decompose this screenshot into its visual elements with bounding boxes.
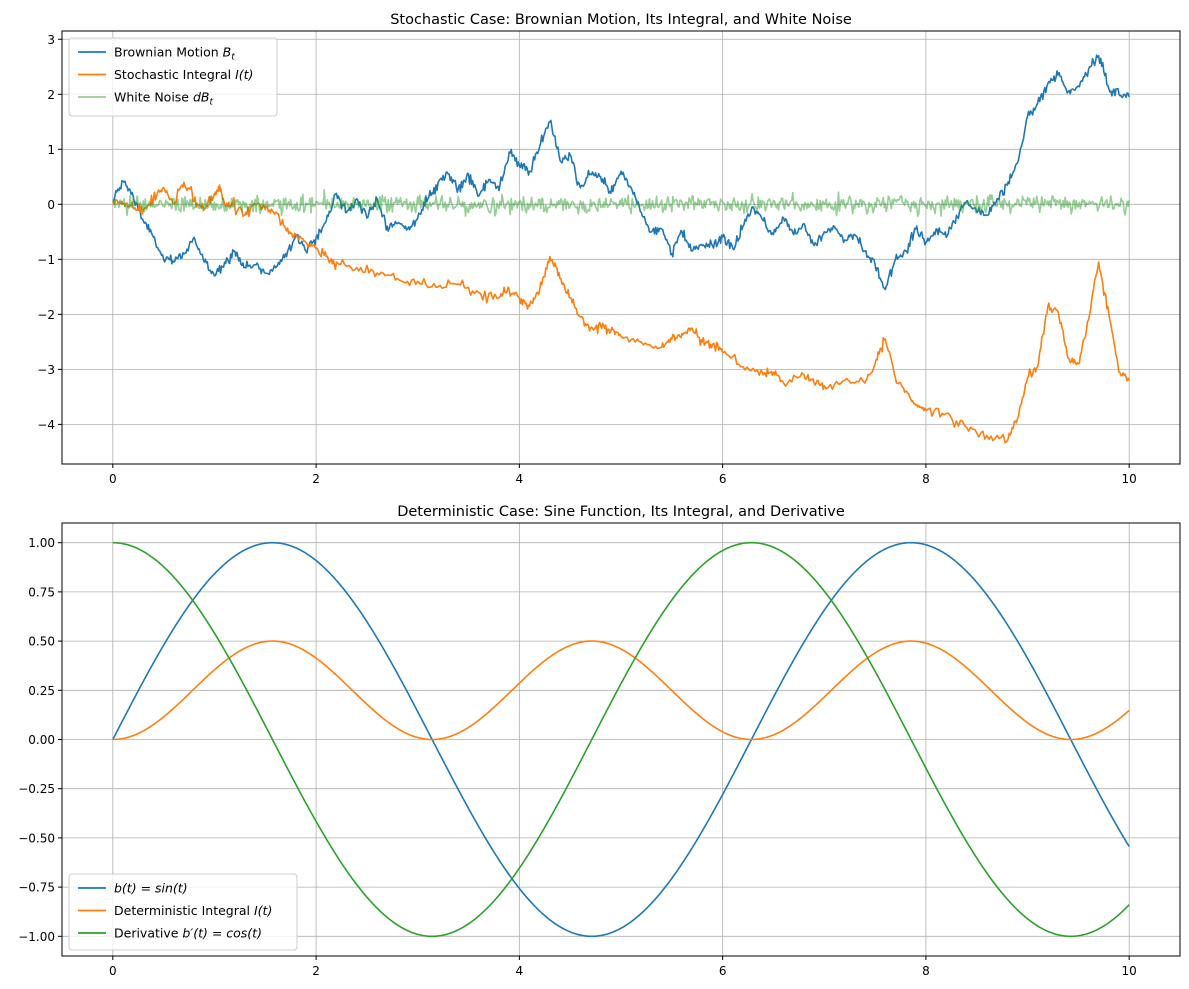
x-tick-label: 4 — [516, 964, 524, 978]
legend-box — [68, 37, 278, 117]
legend-label: Derivative b′(t) = cos(t) — [114, 926, 262, 941]
legend: b(t) = sin(t) Deterministic Integral I(t)… — [68, 873, 298, 951]
y-tick-label: 1.00 — [28, 536, 55, 550]
y-tick-label: 2 — [47, 88, 55, 102]
x-tick-label: 8 — [922, 964, 930, 978]
chart-title: Deterministic Case: Sine Function, Its I… — [397, 504, 845, 520]
legend-label: White Noise dBt — [114, 90, 213, 108]
legend-label: Stochastic Integral I(t) — [114, 67, 253, 82]
y-tick-label: 0.25 — [28, 684, 55, 698]
series-line-3 — [112, 189, 1130, 218]
x-tick-label: 2 — [312, 964, 320, 978]
y-tick-label: −1 — [37, 253, 55, 267]
x-tick-label: 4 — [516, 472, 524, 486]
y-tick-label: −0.25 — [18, 782, 55, 796]
y-tick-label: −3 — [37, 363, 55, 377]
x-tick-label: 2 — [312, 472, 320, 486]
legend-label: Brownian Motion Bt — [114, 45, 235, 63]
y-tick-label: −4 — [37, 418, 55, 432]
x-tick-label: 8 — [922, 472, 930, 486]
stochastic-panel: 0 2 4 6 8 10 −4 −3 −2 −1 0 1 2 3 Stochastic Case: Brow… — [37, 12, 1181, 486]
y-tick-label: 1 — [47, 143, 55, 157]
chart-title: Stochastic Case: Brownian Motion, Its In… — [390, 12, 852, 28]
x-tick-label: 0 — [109, 964, 117, 978]
deterministic-panel: 0 2 4 6 8 10 −1.00 −0.75 −0.50 −0.25 0.00 0.25 0.50 0… — [18, 504, 1181, 978]
legend-label: b(t) = sin(t) — [114, 881, 188, 896]
series-line-2 — [112, 640, 1130, 741]
x-tick-label: 10 — [1122, 964, 1137, 978]
x-tick-label: 10 — [1122, 472, 1137, 486]
y-tick-label: −0.50 — [18, 831, 55, 845]
y-tick-label: 3 — [47, 33, 55, 47]
series-group — [112, 54, 1130, 444]
series-line-3 — [112, 541, 1130, 938]
x-tick-label: 6 — [719, 472, 727, 486]
y-tick-label: −0.75 — [18, 881, 55, 895]
y-tick-label: 0.50 — [28, 635, 55, 649]
axes-frame — [61, 30, 1181, 465]
x-tick-label: 0 — [109, 472, 117, 486]
y-tick-label: 0 — [47, 198, 55, 212]
legend: Brownian Motion Bt Stochastic Integral I(… — [68, 37, 278, 117]
x-tick-label: 6 — [719, 964, 727, 978]
y-tick-label: −2 — [37, 308, 55, 322]
y-tick-label: 0.75 — [28, 585, 55, 599]
series-line-1 — [112, 541, 1130, 938]
legend-label: Deterministic Integral I(t) — [114, 903, 272, 918]
y-tick-label: −1.00 — [18, 930, 55, 944]
series-group — [112, 541, 1130, 938]
y-tick-label: 0.00 — [28, 733, 55, 747]
legend-box — [68, 873, 298, 951]
